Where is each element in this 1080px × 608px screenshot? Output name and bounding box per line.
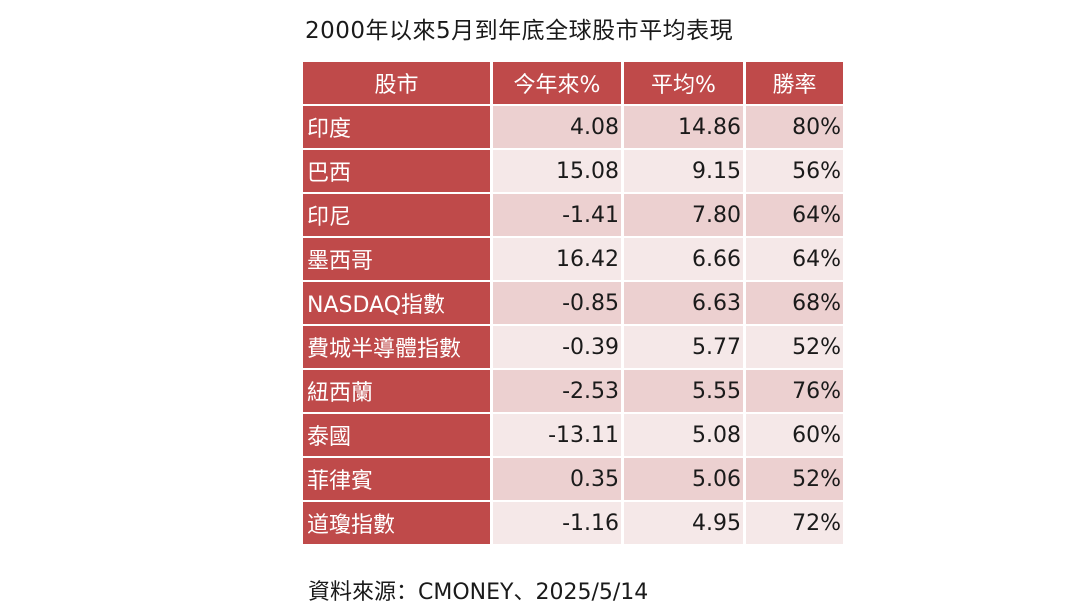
- win-rate-cell: 52%: [746, 458, 843, 502]
- market-name-cell: 紐西蘭: [303, 370, 493, 414]
- column-header-market: 股市: [303, 62, 493, 106]
- win-rate-cell: 64%: [746, 238, 843, 282]
- ytd-cell: -1.16: [493, 502, 624, 546]
- market-name-cell: 巴西: [303, 150, 493, 194]
- ytd-cell: 4.08: [493, 106, 624, 150]
- win-rate-cell: 52%: [746, 326, 843, 370]
- average-cell: 5.06: [624, 458, 746, 502]
- win-rate-cell: 68%: [746, 282, 843, 326]
- market-name-cell: 費城半導體指數: [303, 326, 493, 370]
- average-cell: 6.63: [624, 282, 746, 326]
- market-name-cell: 印尼: [303, 194, 493, 238]
- win-rate-cell: 72%: [746, 502, 843, 546]
- ytd-cell: -2.53: [493, 370, 624, 414]
- table-row: 泰國 -13.11 5.08 60%: [303, 414, 843, 458]
- average-cell: 6.66: [624, 238, 746, 282]
- ytd-cell: -0.85: [493, 282, 624, 326]
- ytd-cell: -0.39: [493, 326, 624, 370]
- market-name-cell: 墨西哥: [303, 238, 493, 282]
- win-rate-cell: 80%: [746, 106, 843, 150]
- column-header-win-rate: 勝率: [746, 62, 843, 106]
- market-name-cell: NASDAQ指數: [303, 282, 493, 326]
- ytd-cell: 15.08: [493, 150, 624, 194]
- table-header-row: 股市 今年來% 平均% 勝率: [303, 62, 843, 106]
- market-performance-table: 股市 今年來% 平均% 勝率 印度 4.08 14.86 80% 巴西 15.0…: [303, 62, 843, 546]
- ytd-cell: 0.35: [493, 458, 624, 502]
- average-cell: 5.77: [624, 326, 746, 370]
- table-row: NASDAQ指數 -0.85 6.63 68%: [303, 282, 843, 326]
- table-row: 印尼 -1.41 7.80 64%: [303, 194, 843, 238]
- table-row: 墨西哥 16.42 6.66 64%: [303, 238, 843, 282]
- column-header-average: 平均%: [624, 62, 746, 106]
- ytd-cell: -1.41: [493, 194, 624, 238]
- table-row: 巴西 15.08 9.15 56%: [303, 150, 843, 194]
- average-cell: 7.80: [624, 194, 746, 238]
- table-row: 費城半導體指數 -0.39 5.77 52%: [303, 326, 843, 370]
- table-row: 紐西蘭 -2.53 5.55 76%: [303, 370, 843, 414]
- win-rate-cell: 56%: [746, 150, 843, 194]
- win-rate-cell: 64%: [746, 194, 843, 238]
- average-cell: 14.86: [624, 106, 746, 150]
- win-rate-cell: 60%: [746, 414, 843, 458]
- average-cell: 5.08: [624, 414, 746, 458]
- market-name-cell: 菲律賓: [303, 458, 493, 502]
- average-cell: 4.95: [624, 502, 746, 546]
- column-header-ytd: 今年來%: [493, 62, 624, 106]
- ytd-cell: -13.11: [493, 414, 624, 458]
- data-source-note: 資料來源：CMONEY、2025/5/14: [308, 580, 649, 605]
- market-name-cell: 泰國: [303, 414, 493, 458]
- market-name-cell: 道瓊指數: [303, 502, 493, 546]
- table-row: 印度 4.08 14.86 80%: [303, 106, 843, 150]
- average-cell: 5.55: [624, 370, 746, 414]
- win-rate-cell: 76%: [746, 370, 843, 414]
- table-title: 2000年以來5月到年底全球股市平均表現: [305, 18, 734, 44]
- table-row: 道瓊指數 -1.16 4.95 72%: [303, 502, 843, 546]
- average-cell: 9.15: [624, 150, 746, 194]
- ytd-cell: 16.42: [493, 238, 624, 282]
- table-row: 菲律賓 0.35 5.06 52%: [303, 458, 843, 502]
- market-name-cell: 印度: [303, 106, 493, 150]
